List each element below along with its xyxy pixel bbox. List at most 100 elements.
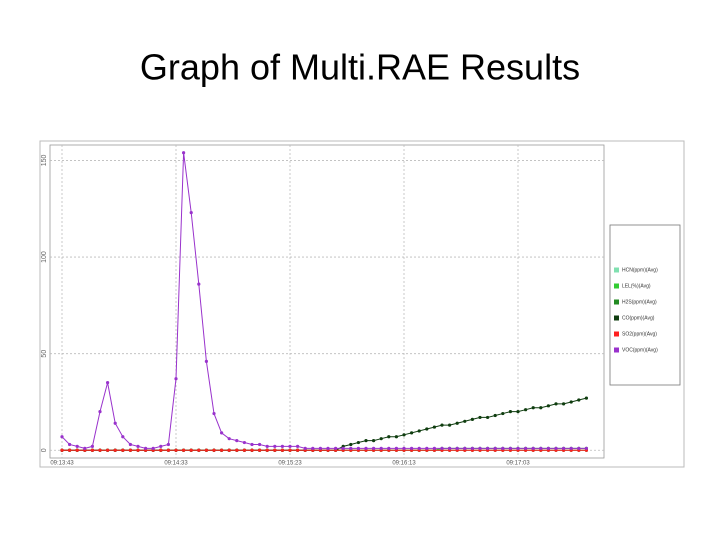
data-point bbox=[486, 446, 490, 450]
data-point bbox=[136, 448, 140, 452]
data-point bbox=[311, 446, 315, 450]
data-point bbox=[280, 448, 284, 452]
data-point bbox=[113, 421, 117, 425]
plot-area bbox=[49, 144, 605, 459]
data-point bbox=[364, 439, 368, 443]
data-point bbox=[136, 444, 140, 449]
data-point bbox=[455, 446, 459, 450]
data-point bbox=[242, 440, 246, 445]
y-tick-label: 150 bbox=[41, 155, 48, 167]
data-point bbox=[273, 444, 277, 449]
data-point bbox=[166, 448, 170, 452]
data-point bbox=[569, 446, 573, 450]
legend-label: VOC(ppm)(Avg) bbox=[622, 347, 658, 353]
y-tick-label: 50 bbox=[41, 350, 48, 358]
data-point bbox=[356, 446, 360, 450]
data-point bbox=[166, 442, 170, 447]
data-point bbox=[516, 446, 520, 450]
data-point bbox=[288, 444, 292, 449]
series-line bbox=[61, 152, 587, 449]
data-point bbox=[577, 398, 581, 402]
data-point bbox=[425, 427, 429, 431]
legend-label: HCN(ppm)(Avg) bbox=[622, 267, 658, 273]
data-point bbox=[318, 446, 322, 450]
data-point bbox=[470, 417, 474, 421]
data-point bbox=[189, 448, 193, 452]
legend-label: H2S(ppm)(Avg) bbox=[622, 299, 657, 305]
legend-swatch bbox=[614, 299, 619, 305]
data-point bbox=[455, 421, 459, 425]
x-tick-label: 09:13:43 bbox=[50, 461, 74, 467]
data-point bbox=[425, 446, 429, 450]
data-point bbox=[197, 282, 201, 286]
data-point bbox=[493, 446, 497, 450]
data-point bbox=[296, 444, 300, 449]
data-point bbox=[60, 448, 64, 452]
data-point bbox=[554, 402, 558, 406]
data-point bbox=[349, 442, 353, 447]
data-point bbox=[235, 448, 239, 452]
data-point bbox=[410, 431, 414, 435]
data-point bbox=[197, 448, 201, 452]
data-point bbox=[440, 446, 444, 450]
data-point bbox=[75, 444, 79, 449]
data-point bbox=[258, 442, 262, 447]
data-point bbox=[258, 448, 262, 452]
data-point bbox=[144, 446, 148, 450]
x-tick-label: 09:15:23 bbox=[278, 461, 302, 467]
data-point bbox=[410, 446, 414, 450]
data-point bbox=[220, 431, 224, 435]
data-point bbox=[539, 446, 543, 450]
data-point bbox=[387, 435, 391, 439]
data-point bbox=[584, 396, 589, 400]
data-point bbox=[478, 415, 482, 420]
data-point bbox=[151, 446, 155, 450]
data-point bbox=[68, 448, 72, 452]
data-point bbox=[448, 423, 452, 427]
data-point bbox=[296, 448, 300, 452]
data-point bbox=[463, 446, 467, 450]
data-point bbox=[174, 448, 178, 452]
data-point bbox=[463, 419, 467, 423]
data-point bbox=[83, 446, 87, 450]
data-point bbox=[90, 448, 94, 452]
data-point bbox=[68, 442, 72, 447]
data-point bbox=[182, 151, 186, 155]
data-point bbox=[341, 446, 345, 450]
data-point bbox=[121, 435, 125, 439]
legend-box bbox=[609, 224, 681, 386]
data-point bbox=[204, 448, 208, 452]
data-point bbox=[402, 446, 406, 450]
data-point bbox=[432, 425, 436, 429]
legend-label: SO2(ppm)(Avg) bbox=[622, 331, 657, 337]
data-point bbox=[128, 442, 132, 447]
data-point bbox=[546, 404, 551, 408]
data-point bbox=[280, 444, 284, 449]
data-point bbox=[98, 448, 102, 452]
data-point bbox=[448, 446, 452, 450]
data-point bbox=[584, 446, 589, 450]
data-point bbox=[379, 437, 383, 441]
data-point bbox=[546, 446, 551, 450]
data-point bbox=[508, 410, 512, 414]
data-point bbox=[508, 446, 512, 450]
data-point bbox=[235, 439, 239, 443]
data-point bbox=[356, 440, 360, 445]
data-point bbox=[387, 446, 391, 450]
data-point bbox=[265, 448, 269, 452]
legend-label: CO(ppm)(Avg) bbox=[622, 315, 655, 321]
data-point bbox=[212, 411, 216, 416]
data-point bbox=[372, 439, 376, 443]
data-point bbox=[562, 402, 566, 406]
data-point bbox=[242, 448, 246, 452]
data-point bbox=[524, 408, 528, 412]
data-point bbox=[417, 446, 421, 450]
data-point bbox=[562, 446, 566, 450]
data-point bbox=[98, 410, 102, 414]
data-point bbox=[174, 377, 178, 381]
data-point bbox=[372, 446, 376, 450]
data-point bbox=[288, 448, 292, 452]
data-point bbox=[516, 410, 520, 414]
legend-label: LEL(%)(Avg) bbox=[622, 283, 651, 289]
